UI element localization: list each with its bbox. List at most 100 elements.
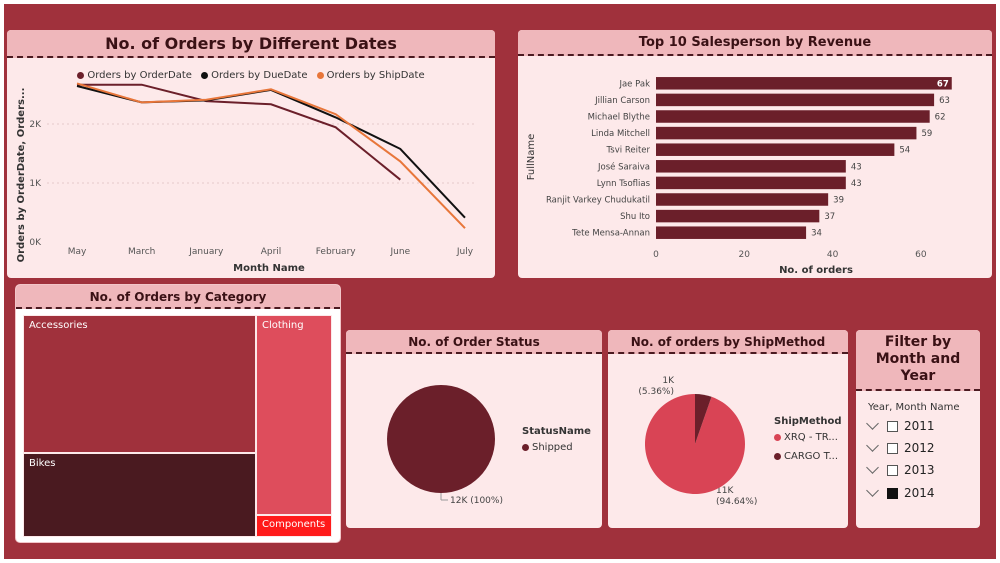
treemap-cell-clothing[interactable]: Clothing <box>256 315 332 515</box>
line-series-1[interactable] <box>77 83 401 181</box>
slicer-item-label: 2012 <box>904 441 935 455</box>
bar-value-label: 67 <box>937 79 949 89</box>
bar[interactable] <box>656 209 820 223</box>
bar-value-label: 43 <box>851 162 862 172</box>
category-card[interactable]: No. of Orders by Category Accessories Bi… <box>16 285 340 542</box>
legend-item-shipdate[interactable]: Orders by ShipDate <box>316 70 425 81</box>
slicer-item-2012[interactable]: 2012 <box>866 439 935 457</box>
bar[interactable] <box>656 143 895 156</box>
order-status-card[interactable]: No. of Order Status 12K (100%) StatusNam… <box>346 330 602 528</box>
legend-dot <box>522 443 529 451</box>
filter-title: Filter by Month and Year <box>856 330 980 391</box>
chevron-down-icon[interactable] <box>866 439 879 452</box>
checkbox[interactable] <box>887 464 898 476</box>
order-status-chart[interactable]: 12K (100%) <box>346 330 602 528</box>
line-series-group <box>76 82 466 229</box>
slicer-item-label: 2014 <box>904 486 935 500</box>
bar[interactable] <box>656 77 952 90</box>
x-axis-title: Month Name <box>233 263 305 274</box>
x-tick-label: 0 <box>653 250 659 260</box>
ship-method-legend: ShipMethod XRQ - TR... CARGO T... <box>774 416 842 470</box>
checkbox-checked[interactable] <box>887 487 898 499</box>
treemap-label: Bikes <box>29 458 56 469</box>
pie-slice-label: 12K (100%) <box>450 496 503 506</box>
bar[interactable] <box>656 176 846 190</box>
x-axis-ticks: May March January April February June July <box>68 247 474 257</box>
x-tick-label: May <box>68 247 87 257</box>
pie-slice-shipped[interactable] <box>387 385 495 493</box>
salesperson-title: Top 10 Salesperson by Revenue <box>518 30 992 56</box>
y-tick-label: 1K <box>29 179 42 189</box>
slicer-item-2011[interactable]: 2011 <box>866 417 935 435</box>
chevron-down-icon[interactable] <box>866 461 879 474</box>
legend-item-shipped[interactable]: Shipped <box>522 442 591 453</box>
x-tick-label: April <box>261 247 282 257</box>
pie-label-small: 1K <box>662 376 675 386</box>
x-tick-label: June <box>390 247 411 257</box>
legend-item-duedate[interactable]: Orders by DueDate <box>201 70 307 81</box>
legend-label: Orders by DueDate <box>211 70 308 81</box>
legend-item-cargo[interactable]: CARGO T... <box>774 451 842 462</box>
bar[interactable] <box>656 110 930 123</box>
salesperson-chart[interactable]: FullName No. of orders Jae Pak 67 Jillian … <box>518 30 992 278</box>
x-tick-label: January <box>188 247 224 257</box>
orders-by-date-title: No. of Orders by Different Dates <box>7 30 495 58</box>
bar-category-label: Ranjit Varkey Chudukatil <box>546 196 650 206</box>
legend-label: CARGO T... <box>784 451 839 462</box>
treemap-cell-accessories[interactable]: Accessories <box>23 315 256 453</box>
bar[interactable] <box>656 93 935 107</box>
legend-dot <box>774 452 781 460</box>
ship-method-title: No. of orders by ShipMethod <box>608 330 848 354</box>
order-status-title: No. of Order Status <box>346 330 602 354</box>
orders-by-date-card[interactable]: No. of Orders by Different Dates Orders … <box>7 30 495 278</box>
legend-dot <box>774 433 781 441</box>
filter-title-line: Year <box>900 368 936 384</box>
slicer-header: Year, Month Name <box>868 402 960 413</box>
chevron-down-icon[interactable] <box>866 417 879 430</box>
treemap-cell-bikes[interactable]: Bikes <box>23 453 256 537</box>
bar[interactable] <box>656 160 846 173</box>
bar-value-label: 54 <box>899 146 910 156</box>
line-series-3[interactable] <box>76 82 466 229</box>
slicer-item-2013[interactable]: 2013 <box>866 461 935 479</box>
bar-category-label: Jillian Carson <box>594 96 650 106</box>
line-series-2[interactable] <box>76 85 466 219</box>
slicer-item-label: 2011 <box>904 419 935 433</box>
orders-by-date-legend: Orders by OrderDate Orders by DueDate Or… <box>7 70 495 81</box>
orders-by-date-chart[interactable]: 2K 1K 0K Orders by OrderDate, Orders... … <box>7 30 495 278</box>
x-axis-ticks: 0 20 40 60 <box>653 250 927 260</box>
filter-title-line: Filter by <box>884 334 952 350</box>
filter-card[interactable]: Filter by Month and Year Year, Month Nam… <box>856 330 980 528</box>
bar-value-label: 34 <box>811 229 822 239</box>
bar[interactable] <box>656 126 917 140</box>
slicer-item-2014[interactable]: 2014 <box>866 484 935 502</box>
legend-label: Orders by ShipDate <box>326 70 425 81</box>
bar-category-label: Michael Blythe <box>588 113 650 123</box>
bar[interactable] <box>656 226 807 239</box>
report-canvas: No. of Orders by Different Dates Orders … <box>4 4 996 559</box>
salesperson-card[interactable]: Top 10 Salesperson by Revenue FullName N… <box>518 30 992 278</box>
x-tick-label: March <box>128 247 155 257</box>
bar[interactable] <box>656 193 829 206</box>
ship-method-card[interactable]: No. of orders by ShipMethod 1K (5.36%) 1… <box>608 330 848 528</box>
category-title: No. of Orders by Category <box>16 285 340 309</box>
checkbox[interactable] <box>887 442 898 454</box>
bar-marks-group: Jae Pak 67 Jillian Carson 63 Michael Blythe 6… <box>546 77 952 239</box>
pie-slice[interactable] <box>695 394 712 444</box>
x-tick-label: 60 <box>915 250 927 260</box>
order-status-legend: StatusName Shipped <box>522 426 591 461</box>
legend-item-orderdate[interactable]: Orders by OrderDate <box>77 70 192 81</box>
pie-slice[interactable] <box>644 394 745 494</box>
bar-category-label: Tsvi Reiter <box>606 146 651 156</box>
legend-item-xrq[interactable]: XRQ - TR... <box>774 432 842 443</box>
y-axis-title: FullName <box>526 134 537 181</box>
bar-value-label: 59 <box>921 129 932 139</box>
chevron-down-icon[interactable] <box>866 484 879 497</box>
ship-method-chart[interactable]: 1K (5.36%) 11K (94.64%) <box>608 330 848 528</box>
legend-dot <box>201 71 209 79</box>
legend-title: ShipMethod <box>774 416 842 427</box>
x-tick-label: 20 <box>739 250 751 260</box>
treemap-cell-components[interactable]: Components <box>256 515 332 537</box>
checkbox[interactable] <box>887 420 898 432</box>
bar-value-label: 39 <box>833 196 844 206</box>
